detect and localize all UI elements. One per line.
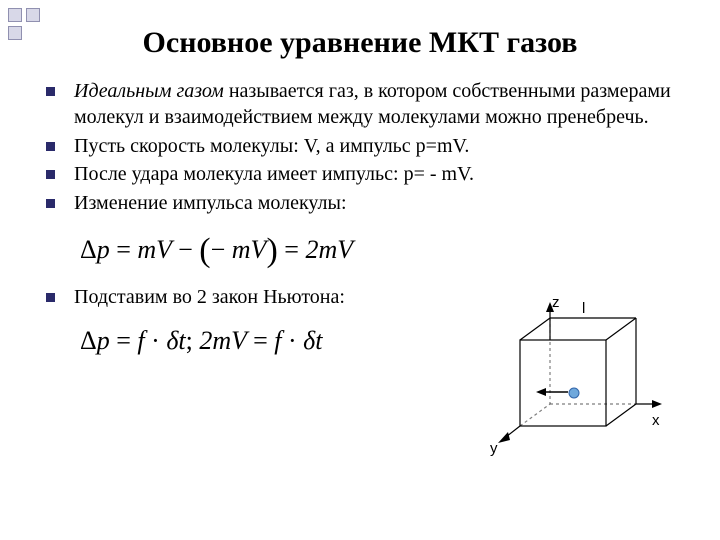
slide-title: Основное уравнение МКТ газов xyxy=(0,0,720,78)
bullet-2: Пусть скорость молекулы: V, а импульс p=… xyxy=(46,133,680,159)
bullet-1-italic: Идеальным газом xyxy=(74,80,224,102)
cube-svg xyxy=(492,300,662,490)
axis-x-label: x xyxy=(652,412,660,429)
axis-z-label: z xyxy=(552,294,560,311)
cube-l-label: l xyxy=(582,300,585,317)
axis-y-label: y xyxy=(490,440,498,457)
bullet-4: Изменение импульса молекулы: xyxy=(46,190,680,216)
cube-diagram: z l x y xyxy=(492,300,662,490)
equation-1: Δp = mV − (− mV) = 2mV xyxy=(46,218,680,284)
bullet-list: Идеальным газом называется газ, в которо… xyxy=(46,78,680,216)
bullet-1: Идеальным газом называется газ, в которо… xyxy=(46,78,680,131)
bullet-3: После удара молекула имеет импульс: p= -… xyxy=(46,161,680,187)
